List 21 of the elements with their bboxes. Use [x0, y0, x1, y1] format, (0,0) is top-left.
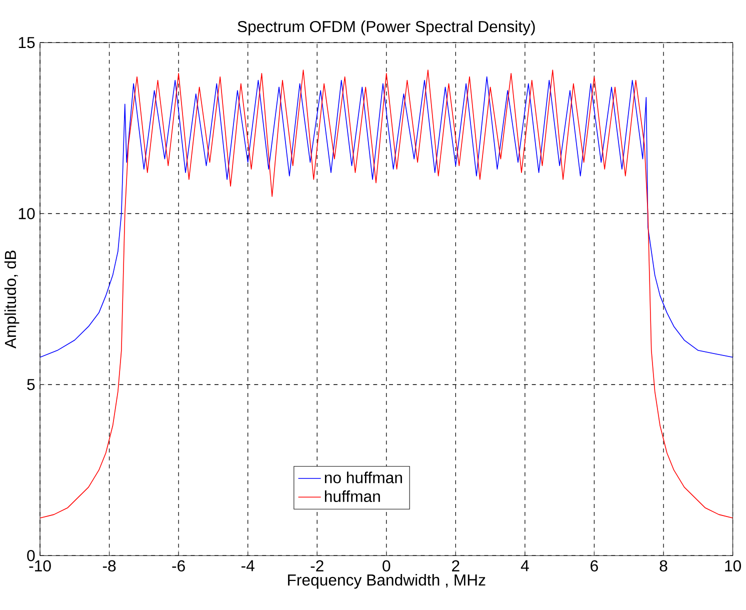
y-tick-label: 10: [18, 208, 35, 220]
x-tick-label: 4: [520, 560, 529, 572]
x-tick-label: 2: [452, 560, 460, 572]
y-tick-label: 0: [27, 550, 35, 562]
legend-label: no huffman: [324, 472, 402, 484]
legend-label: huffman: [324, 490, 380, 502]
x-tick-label: 0: [382, 560, 390, 572]
y-tick-label: 15: [18, 37, 35, 48]
chart-title: Spectrum OFDM (Power Spectral Density): [238, 20, 535, 36]
x-tick-label: 10: [725, 560, 741, 572]
x-tick-label: 8: [660, 560, 668, 572]
x-tick-label: -6: [172, 560, 185, 572]
y-axis-title: Amplitudo, dB: [4, 250, 20, 349]
line-series: [40, 70, 733, 518]
x-tick-label: -10: [29, 560, 51, 572]
x-tick-label: 6: [590, 560, 598, 572]
x-tick-label: -2: [310, 560, 324, 572]
x-axis-title: Frequency Bandwidth , MHz: [288, 574, 486, 589]
x-tick-label: -8: [102, 560, 116, 572]
y-tick-label: 5: [27, 379, 35, 390]
x-tick-label: -4: [241, 560, 254, 572]
